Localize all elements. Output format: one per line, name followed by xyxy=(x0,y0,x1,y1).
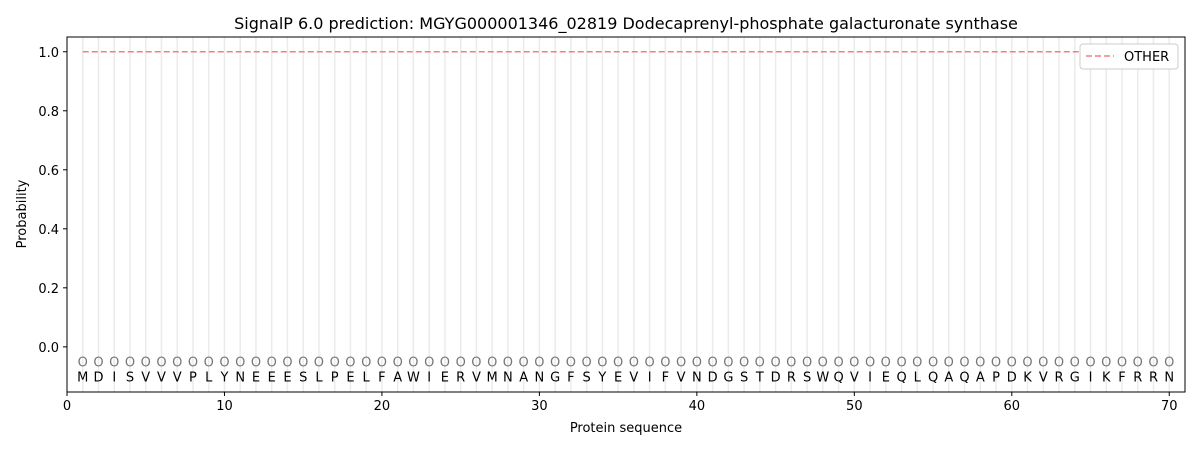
y-tick-label-1.0: 1.0 xyxy=(38,46,59,61)
residue-63: R xyxy=(1055,370,1064,385)
residue-38: F xyxy=(662,370,669,385)
residue-21: A xyxy=(393,370,402,385)
residue-57: Q xyxy=(959,370,969,385)
residue-36: V xyxy=(629,370,638,385)
residue-60: D xyxy=(1007,370,1017,385)
residue-49: Q xyxy=(833,370,843,385)
residue-13: E xyxy=(268,370,276,385)
residue-1: M xyxy=(77,370,88,385)
residue-47: S xyxy=(803,370,811,385)
chart-title: SignalP 6.0 prediction: MGYG000001346_02… xyxy=(234,14,1018,34)
residue-15: S xyxy=(299,370,307,385)
residue-33: S xyxy=(583,370,591,385)
residue-54: L xyxy=(914,370,922,385)
x-tick-label-0: 0 xyxy=(63,399,71,414)
residue-65: I xyxy=(1089,370,1093,385)
residue-30: N xyxy=(535,370,545,385)
residue-8: P xyxy=(189,370,197,385)
grid-lines xyxy=(81,37,1171,392)
residue-18: E xyxy=(346,370,354,385)
x-tick-label-40: 40 xyxy=(689,399,706,414)
residue-26: V xyxy=(472,370,481,385)
residue-51: I xyxy=(868,370,872,385)
residue-66: K xyxy=(1102,370,1111,385)
residue-55: Q xyxy=(928,370,938,385)
residue-40: N xyxy=(692,370,702,385)
residue-42: G xyxy=(723,370,733,385)
legend: OTHER xyxy=(1079,43,1179,70)
y-tick-label-0.0: 0.0 xyxy=(38,341,59,356)
residue-29: A xyxy=(519,370,528,385)
x-axis-label: Protein sequence xyxy=(570,421,682,436)
y-tick-label-0.8: 0.8 xyxy=(38,105,59,120)
residue-44: T xyxy=(755,370,764,385)
residue-39: V xyxy=(677,370,686,385)
residue-19: L xyxy=(363,370,371,385)
y-tick-label-0.4: 0.4 xyxy=(38,223,59,238)
residue-52: E xyxy=(882,370,890,385)
residue-5: V xyxy=(141,370,150,385)
residue-11: N xyxy=(235,370,245,385)
predicted-labels: OOOOOOOOOOOOOOOOOOOOOOOOOOOOOOOOOOOOOOOO… xyxy=(78,356,1175,371)
residue-27: M xyxy=(487,370,498,385)
residue-25: R xyxy=(456,370,465,385)
residue-56: A xyxy=(944,370,953,385)
residue-64: G xyxy=(1070,370,1080,385)
residue-3: I xyxy=(112,370,116,385)
residue-61: K xyxy=(1023,370,1032,385)
x-axis-ticks: 0 10 20 30 40 50 60 70 xyxy=(63,392,1178,414)
residue-67: F xyxy=(1118,370,1125,385)
residue-43: S xyxy=(740,370,748,385)
residue-4: S xyxy=(126,370,134,385)
legend-label-other: OTHER xyxy=(1124,50,1169,65)
x-tick-label-60: 60 xyxy=(1004,399,1021,414)
residue-68: R xyxy=(1133,370,1142,385)
residue-2: D xyxy=(93,370,103,385)
residue-16: L xyxy=(315,370,323,385)
residue-48: W xyxy=(816,370,829,385)
legend-box xyxy=(1079,43,1179,70)
residue-32: F xyxy=(567,370,574,385)
plot-frame xyxy=(66,36,1186,393)
x-tick-label-30: 30 xyxy=(531,399,548,414)
x-tick-label-50: 50 xyxy=(846,399,863,414)
residue-59: P xyxy=(992,370,1000,385)
x-tick-label-70: 70 xyxy=(1161,399,1178,414)
residue-37: I xyxy=(648,370,652,385)
residue-50: V xyxy=(850,370,859,385)
residue-17: P xyxy=(331,370,339,385)
residue-22: W xyxy=(407,370,420,385)
residue-28: N xyxy=(503,370,513,385)
residue-9: L xyxy=(205,370,213,385)
residue-24: E xyxy=(441,370,449,385)
x-tick-label-10: 10 xyxy=(216,399,233,414)
residue-7: V xyxy=(173,370,182,385)
residue-20: F xyxy=(378,370,385,385)
residue-35: E xyxy=(614,370,622,385)
residue-58: A xyxy=(976,370,985,385)
y-tick-label-0.6: 0.6 xyxy=(38,164,59,179)
residue-23: I xyxy=(427,370,431,385)
residue-6: V xyxy=(157,370,166,385)
x-tick-label-20: 20 xyxy=(374,399,391,414)
y-axis-ticks: 0.0 0.2 0.4 0.6 0.8 1.0 xyxy=(38,46,67,356)
residue-14: E xyxy=(283,370,291,385)
residue-53: Q xyxy=(896,370,906,385)
y-axis-label: Probability xyxy=(15,179,30,248)
residue-41: D xyxy=(708,370,718,385)
residue-46: R xyxy=(787,370,796,385)
residue-62: V xyxy=(1039,370,1048,385)
residue-12: E xyxy=(252,370,260,385)
residue-69: R xyxy=(1149,370,1158,385)
residue-34: Y xyxy=(597,370,606,385)
residue-31: G xyxy=(550,370,560,385)
residue-45: D xyxy=(771,370,781,385)
residue-70: N xyxy=(1164,370,1174,385)
residue-10: Y xyxy=(219,370,228,385)
y-tick-label-0.2: 0.2 xyxy=(38,282,59,297)
